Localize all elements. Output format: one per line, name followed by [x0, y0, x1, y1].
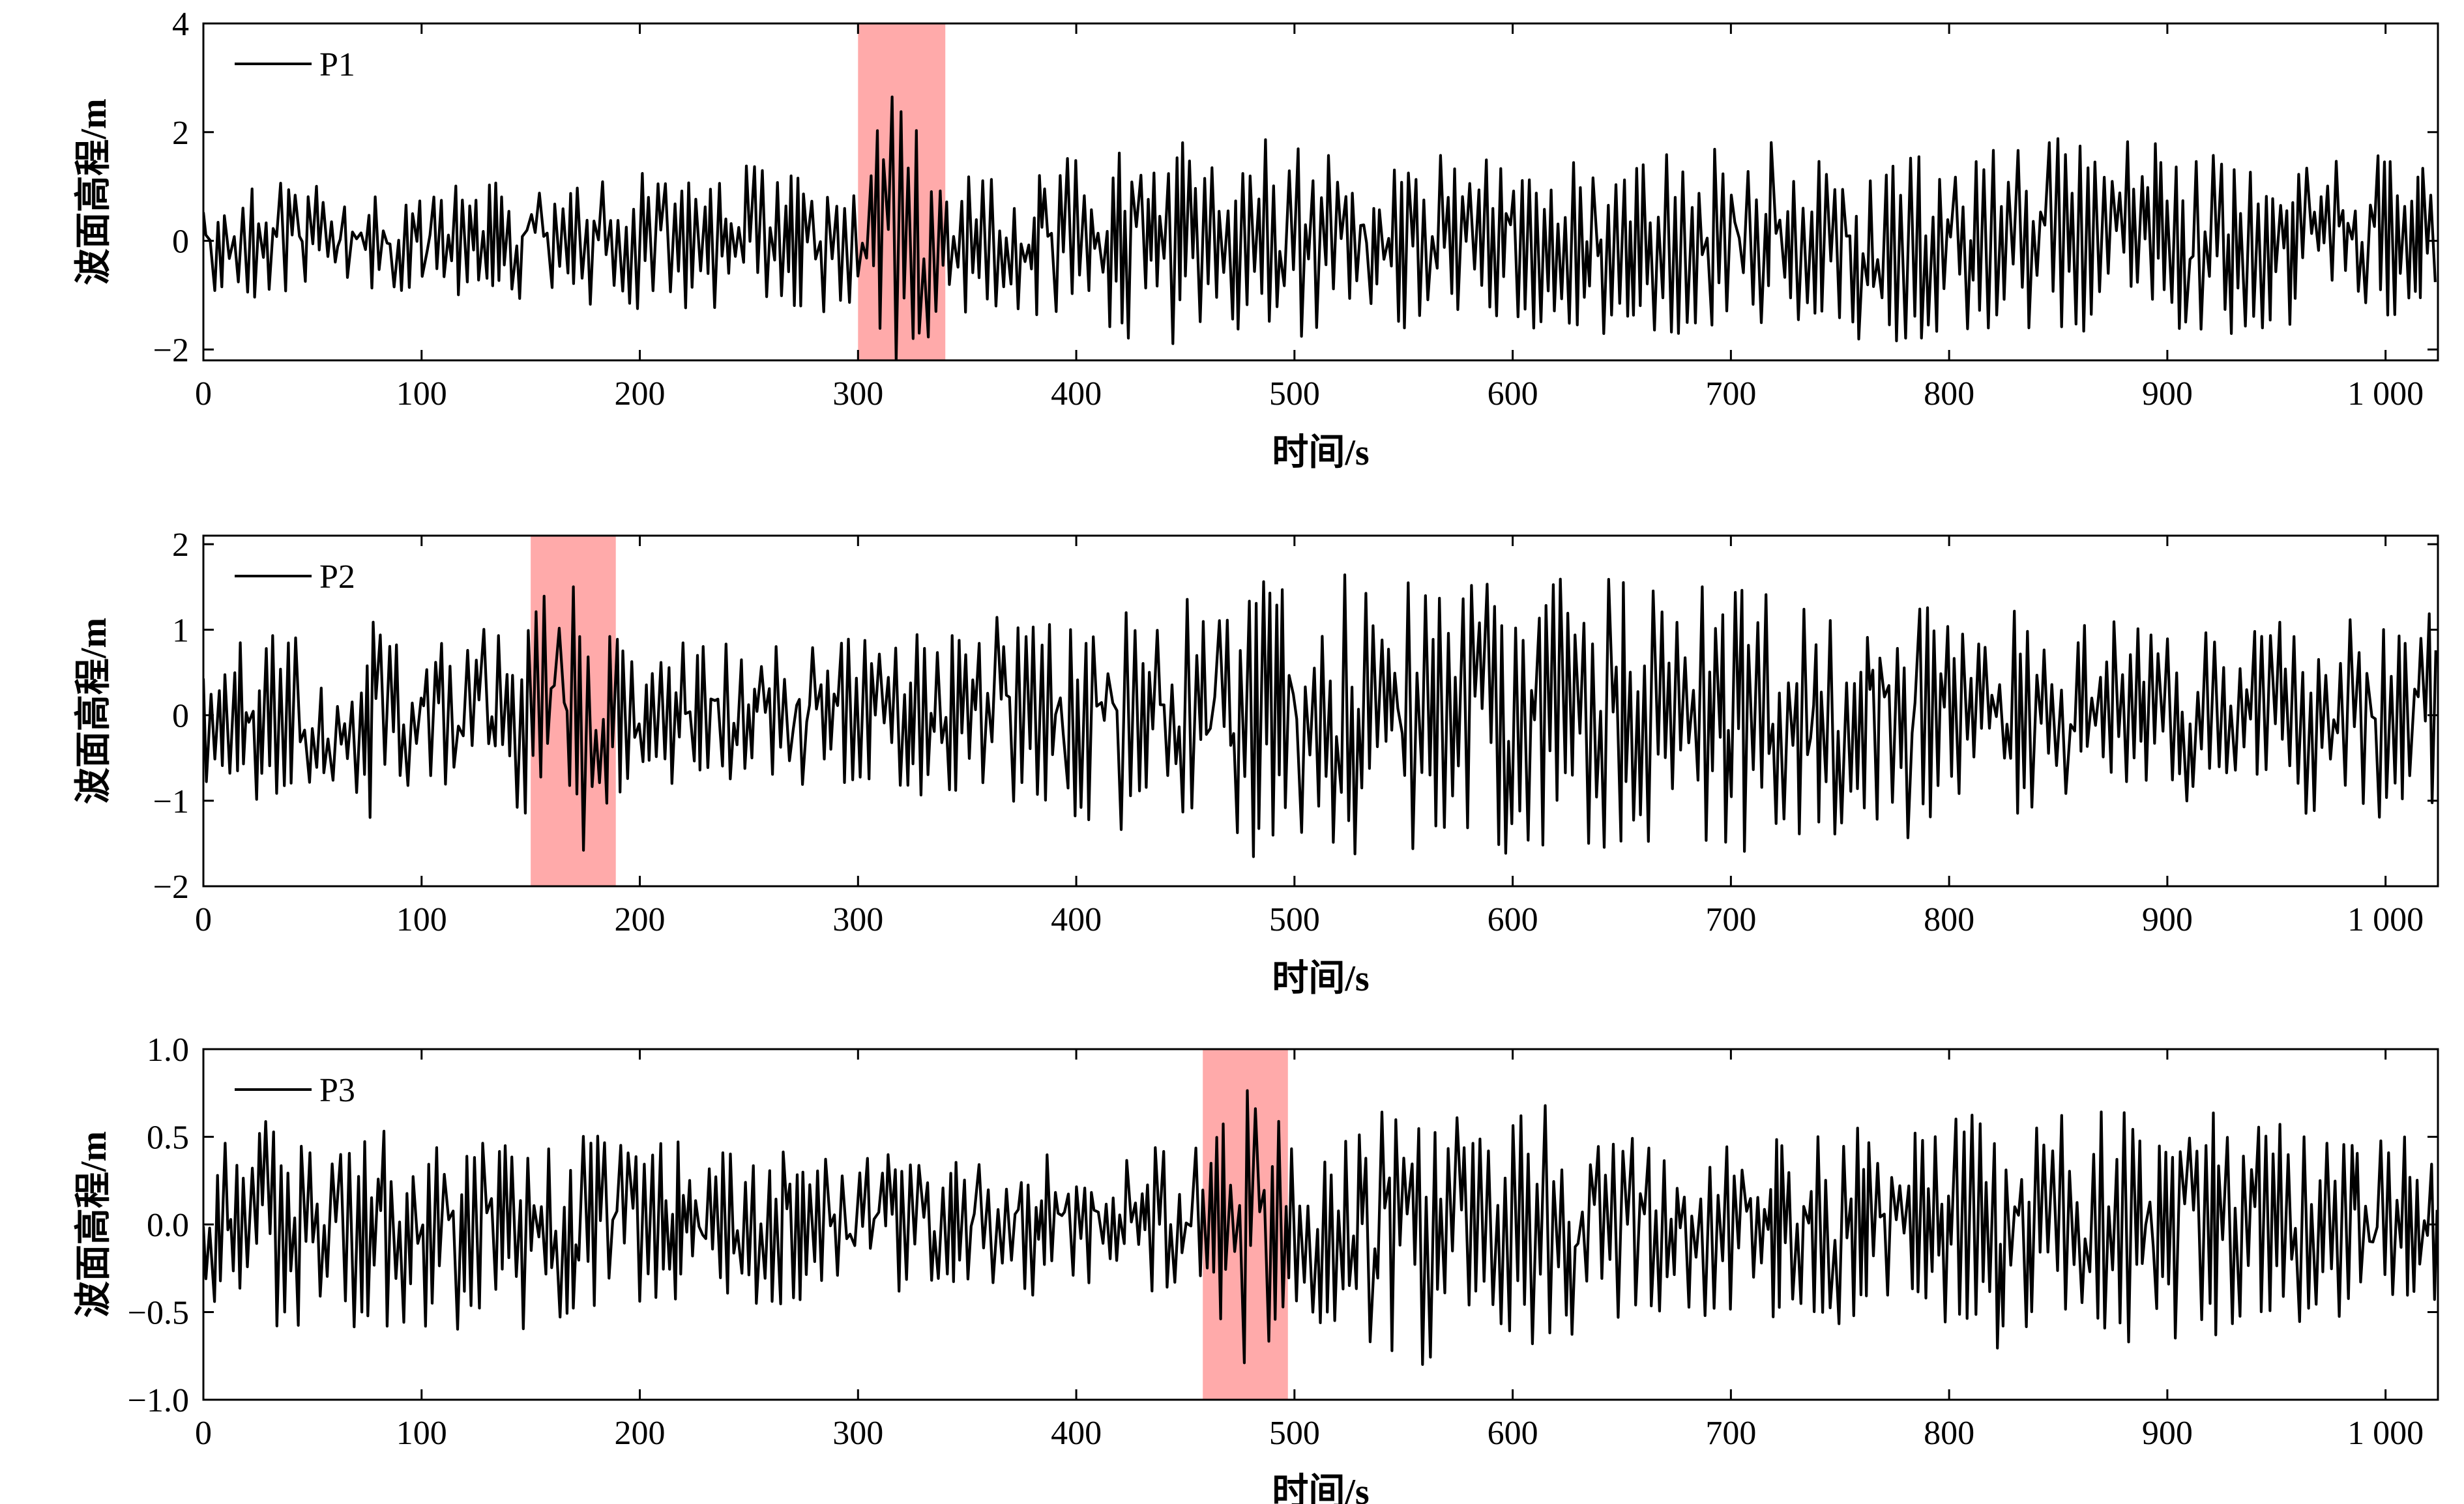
x-tick-label: 0: [195, 901, 212, 938]
legend-label: P3: [319, 1072, 355, 1109]
x-tick-label: 800: [1924, 901, 1974, 938]
x-tick-label: 1 000: [2347, 375, 2424, 412]
x-tick-label: 800: [1924, 1415, 1974, 1452]
x-tick-label: 600: [1488, 375, 1538, 412]
x-tick-label: 400: [1051, 901, 1102, 938]
x-axis-label: 时间/s: [1272, 433, 1369, 473]
x-tick-label: 900: [2142, 1415, 2193, 1452]
y-tick-label: −2: [153, 332, 189, 369]
y-tick-label: 0.0: [147, 1207, 189, 1244]
x-axis-label: 时间/s: [1272, 1472, 1369, 1504]
y-tick-label: 0.5: [147, 1120, 189, 1157]
series-line-P3: [203, 1089, 2438, 1366]
y-tick-label: 0: [172, 698, 189, 735]
x-tick-label: 200: [615, 375, 666, 412]
y-tick-label: −2: [153, 869, 189, 906]
x-tick-label: 0: [195, 1415, 212, 1452]
x-tick-label: 400: [1051, 1415, 1102, 1452]
x-tick-label: 1 000: [2347, 1415, 2424, 1452]
y-tick-label: 1: [172, 612, 189, 649]
x-tick-label: 100: [396, 901, 447, 938]
x-tick-label: 200: [615, 1415, 666, 1452]
y-axis-label: 波面高程/m: [74, 618, 114, 804]
x-tick-label: 900: [2142, 901, 2193, 938]
y-axis-label: 波面高程/m: [74, 98, 114, 285]
x-tick-label: 500: [1269, 901, 1320, 938]
x-tick-label: 300: [832, 375, 883, 412]
chart-panel-1: 0 100 200 300 400 500 600 700 800 900 1 000−2024时间…: [74, 6, 2439, 473]
legend-label: P2: [319, 558, 355, 596]
y-axis-label: 波面高程/m: [74, 1131, 114, 1318]
axes-frame: [202, 534, 2439, 888]
chart-panel-2: 0 100 200 300 400 500 600 700 800 900 1 000 −2 −1 0 1 2…: [74, 527, 2439, 999]
x-tick-label: 800: [1924, 375, 1974, 412]
y-tick-label: −0.5: [128, 1295, 189, 1332]
y-tick-label: −1: [153, 783, 189, 820]
x-tick-label: 300: [832, 1415, 883, 1452]
y-tick-label: 0: [172, 224, 189, 261]
x-tick-label: 900: [2142, 375, 2193, 412]
x-tick-label: 700: [1705, 375, 1756, 412]
x-tick-label: 1 000: [2347, 901, 2424, 938]
axes-frame: [202, 22, 2439, 362]
series-line-P2: [203, 573, 2437, 858]
x-tick-label: 100: [396, 375, 447, 412]
x-tick-label: 500: [1269, 375, 1320, 412]
x-tick-label: 600: [1488, 901, 1538, 938]
series-line-P1: [203, 95, 2437, 360]
legend-label: P1: [319, 46, 355, 83]
x-tick-label: 100: [396, 1415, 447, 1452]
x-tick-label: 300: [832, 901, 883, 938]
y-tick-label: −1.0: [128, 1382, 189, 1419]
x-axis-label: 时间/s: [1272, 959, 1369, 999]
y-tick-label: 1.0: [147, 1032, 189, 1069]
x-tick-label: 400: [1051, 375, 1102, 412]
chart-panel-3: 0 100 200 300 400 500 600 700 800 900 1 000 −1.0 −0.…: [74, 1032, 2439, 1504]
x-tick-label: 500: [1269, 1415, 1320, 1452]
x-tick-label: 700: [1705, 901, 1756, 938]
y-tick-label: 4: [172, 6, 189, 43]
y-tick-label: 2: [172, 115, 189, 152]
y-tick-label: 2: [172, 527, 189, 564]
x-tick-label: 700: [1705, 1415, 1756, 1452]
x-tick-label: 600: [1488, 1415, 1538, 1452]
x-tick-label: 200: [615, 901, 666, 938]
x-tick-label: 0: [195, 375, 212, 412]
